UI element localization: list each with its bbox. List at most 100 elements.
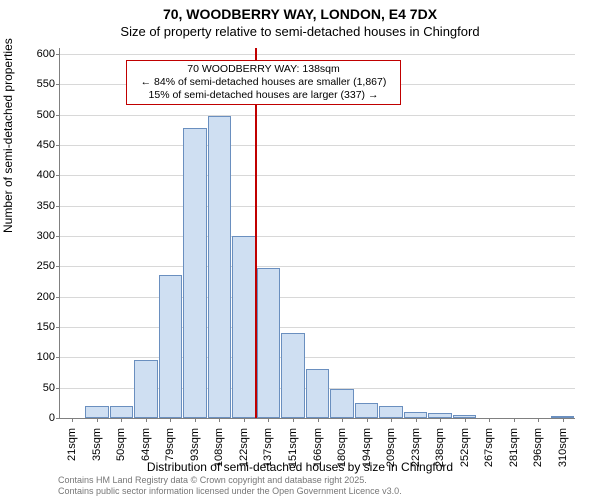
y-tick-mark <box>56 115 60 116</box>
x-tick-label: 238sqm <box>434 428 446 478</box>
histogram-bar <box>306 369 330 418</box>
x-tick-mark <box>121 418 122 422</box>
histogram-bar <box>232 236 256 418</box>
grid-line <box>60 145 575 146</box>
footer-line: Contains public sector information licen… <box>58 486 402 496</box>
histogram-bar <box>159 275 183 418</box>
grid-line <box>60 297 575 298</box>
x-tick-mark <box>342 418 343 422</box>
x-tick-label: 267sqm <box>483 428 495 478</box>
x-tick-label: 209sqm <box>385 428 397 478</box>
y-tick-mark <box>56 327 60 328</box>
x-tick-label: 296sqm <box>532 428 544 478</box>
x-tick-label: 281sqm <box>508 428 520 478</box>
x-tick-mark <box>391 418 392 422</box>
x-tick-label: 252sqm <box>459 428 471 478</box>
y-tick-label: 0 <box>15 412 55 424</box>
y-tick-mark <box>56 357 60 358</box>
x-tick-label: 35sqm <box>91 428 103 478</box>
y-tick-label: 250 <box>15 260 55 272</box>
y-tick-label: 550 <box>15 78 55 90</box>
y-tick-mark <box>56 175 60 176</box>
x-tick-mark <box>367 418 368 422</box>
x-tick-mark <box>514 418 515 422</box>
grid-line <box>60 206 575 207</box>
chart-subtitle: Size of property relative to semi-detach… <box>0 24 600 39</box>
x-tick-mark <box>97 418 98 422</box>
grid-line <box>60 54 575 55</box>
grid-line <box>60 236 575 237</box>
y-tick-label: 300 <box>15 230 55 242</box>
x-tick-mark <box>219 418 220 422</box>
histogram-bar <box>330 389 354 418</box>
histogram-bar <box>110 406 134 418</box>
x-tick-label: 108sqm <box>213 428 225 478</box>
x-tick-label: 64sqm <box>140 428 152 478</box>
x-tick-mark <box>538 418 539 422</box>
x-tick-mark <box>489 418 490 422</box>
y-tick-label: 600 <box>15 48 55 60</box>
x-tick-mark <box>465 418 466 422</box>
y-tick-label: 450 <box>15 139 55 151</box>
grid-line <box>60 357 575 358</box>
y-tick-mark <box>56 236 60 237</box>
histogram-bar <box>208 116 232 418</box>
y-tick-label: 150 <box>15 321 55 333</box>
annotation-box: 70 WOODBERRY WAY: 138sqm← 84% of semi-de… <box>126 60 401 105</box>
x-tick-label: 93sqm <box>189 428 201 478</box>
grid-line <box>60 115 575 116</box>
x-tick-mark <box>293 418 294 422</box>
footer-line: Contains HM Land Registry data © Crown c… <box>58 475 402 485</box>
x-tick-label: 223sqm <box>410 428 422 478</box>
x-tick-mark <box>416 418 417 422</box>
x-tick-label: 194sqm <box>361 428 373 478</box>
histogram-bar <box>85 406 109 418</box>
x-tick-mark <box>318 418 319 422</box>
grid-line <box>60 327 575 328</box>
histogram-bar <box>183 128 207 418</box>
x-tick-label: 50sqm <box>115 428 127 478</box>
y-tick-mark <box>56 388 60 389</box>
y-tick-label: 350 <box>15 200 55 212</box>
grid-line <box>60 266 575 267</box>
chart-container: 70, WOODBERRY WAY, LONDON, E4 7DX Size o… <box>0 0 600 500</box>
plot-area: 70 WOODBERRY WAY: 138sqm← 84% of semi-de… <box>60 48 575 418</box>
chart-title: 70, WOODBERRY WAY, LONDON, E4 7DX <box>0 6 600 22</box>
x-tick-mark <box>195 418 196 422</box>
annotation-line: ← 84% of semi-detached houses are smalle… <box>131 76 396 89</box>
y-tick-label: 50 <box>15 382 55 394</box>
footer-attribution: Contains HM Land Registry data © Crown c… <box>58 475 402 496</box>
y-axis-label: Number of semi-detached properties <box>1 38 15 233</box>
y-tick-label: 400 <box>15 169 55 181</box>
histogram-bar <box>355 403 379 418</box>
y-tick-mark <box>56 54 60 55</box>
y-tick-mark <box>56 84 60 85</box>
histogram-bar <box>134 360 158 418</box>
annotation-line: 15% of semi-detached houses are larger (… <box>131 89 396 102</box>
x-tick-mark <box>440 418 441 422</box>
y-tick-mark <box>56 418 60 419</box>
x-tick-label: 166sqm <box>312 428 324 478</box>
grid-line <box>60 175 575 176</box>
annotation-line: 70 WOODBERRY WAY: 138sqm <box>131 63 396 76</box>
x-tick-label: 137sqm <box>262 428 274 478</box>
histogram-bar <box>281 333 305 418</box>
x-tick-label: 122sqm <box>238 428 250 478</box>
y-tick-mark <box>56 266 60 267</box>
x-tick-mark <box>72 418 73 422</box>
x-tick-label: 79sqm <box>164 428 176 478</box>
x-tick-mark <box>244 418 245 422</box>
y-tick-mark <box>56 145 60 146</box>
y-tick-label: 500 <box>15 109 55 121</box>
histogram-bar <box>257 268 281 418</box>
x-tick-mark <box>146 418 147 422</box>
x-tick-label: 310sqm <box>557 428 569 478</box>
y-tick-mark <box>56 297 60 298</box>
x-tick-label: 21sqm <box>66 428 78 478</box>
y-tick-label: 100 <box>15 351 55 363</box>
x-tick-mark <box>563 418 564 422</box>
y-axis-line <box>59 48 60 418</box>
x-tick-label: 180sqm <box>336 428 348 478</box>
x-tick-mark <box>170 418 171 422</box>
x-tick-mark <box>268 418 269 422</box>
